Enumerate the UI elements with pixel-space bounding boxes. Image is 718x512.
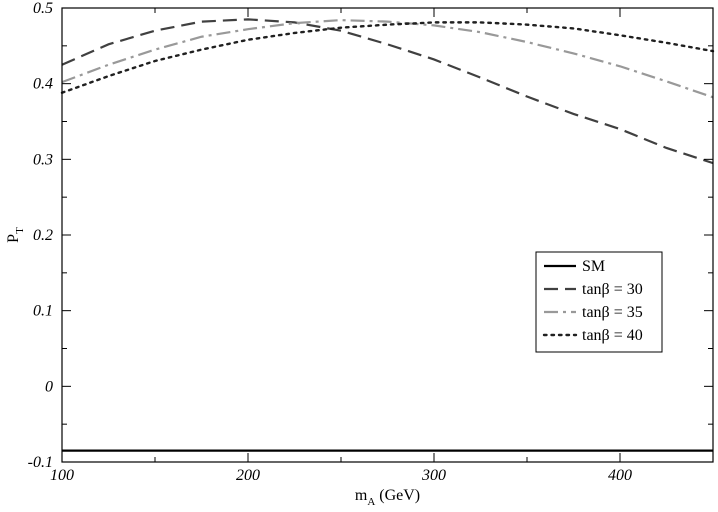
y-tick-label: 0.4: [33, 76, 53, 93]
series-line-3: [60, 21, 715, 94]
plot-frame: [61, 7, 714, 463]
y-tick-label: -0.1: [28, 454, 53, 471]
x-tick-label: 200: [236, 467, 260, 484]
y-axis-label: PT: [5, 227, 26, 243]
legend-label-1: tanβ = 30: [582, 281, 643, 298]
y-tick-label: 0.1: [33, 303, 53, 320]
y-tick-label: 0.3: [33, 151, 53, 168]
legend: SM tanβ = 30 tanβ = 35 tanβ = 40: [535, 251, 663, 353]
y-tick-label: 0.5: [33, 0, 53, 17]
ticks-layer: 100 200 300 400 -0.1 0 0.1 0.2 0.3 0.4 0.5: [28, 0, 713, 484]
legend-label-2: tanβ = 35: [582, 304, 643, 321]
x-tick-label: 400: [608, 467, 632, 484]
x-tick-label: 300: [421, 467, 446, 484]
x-tick-label: 100: [50, 467, 74, 484]
axis-labels: mA (GeV) PT: [5, 227, 420, 508]
y-tick-label: 0.2: [33, 227, 53, 244]
legend-box: [535, 251, 663, 353]
legend-label-3: tanβ = 40: [582, 327, 643, 344]
series-line-1: [61, 18, 714, 165]
x-axis-label: mA (GeV): [355, 487, 420, 508]
series-layer: [60, 18, 715, 452]
legend-label-0: SM: [582, 258, 605, 275]
y-tick-label: 0: [45, 378, 53, 395]
series-line-2: [61, 19, 714, 99]
